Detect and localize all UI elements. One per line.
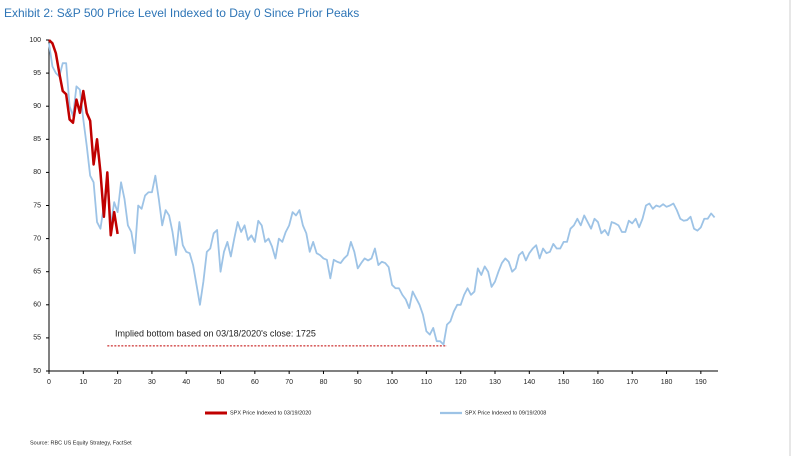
y-tick-label: 50 [33, 368, 41, 375]
x-tick-label: 180 [661, 379, 673, 386]
y-tick-label: 80 [33, 169, 41, 176]
y-tick-label: 60 [33, 302, 41, 309]
legend-label: SPX Price Indexed to 09/19/2008 [465, 410, 546, 416]
source: Source: RBC US Equity Strategy, FactSet [30, 440, 132, 446]
x-tick-label: 170 [626, 379, 638, 386]
x-tick-label: 50 [217, 379, 225, 386]
x-tick-label: 160 [592, 379, 604, 386]
x-tick-label: 10 [79, 379, 87, 386]
x-tick-label: 100 [386, 379, 398, 386]
x-tick-label: 80 [320, 379, 328, 386]
x-tick-label: 120 [455, 379, 467, 386]
x-tick-label: 20 [114, 379, 122, 386]
y-tick-label: 90 [33, 103, 41, 110]
y-tick-label: 85 [33, 136, 41, 143]
y-tick-label: 55 [33, 335, 41, 342]
y-tick-label: 100 [29, 37, 41, 44]
y-tick-label: 95 [33, 70, 41, 77]
x-tick-label: 40 [182, 379, 190, 386]
legend-label: SPX Price Indexed to 03/19/2020 [230, 410, 311, 416]
x-tick-label: 130 [489, 379, 501, 386]
y-tick-label: 75 [33, 202, 41, 209]
x-tick-label: 30 [148, 379, 156, 386]
series-line [48, 43, 716, 346]
x-tick-label: 140 [523, 379, 535, 386]
chart-title: Exhibit 2: S&P 500 Price Level Indexed t… [4, 6, 359, 20]
x-tick-label: 60 [251, 379, 259, 386]
x-tick-label: 110 [421, 379, 432, 386]
x-tick-label: 150 [558, 379, 570, 386]
x-tick-label: 90 [354, 379, 362, 386]
x-tick-label: 0 [47, 379, 51, 386]
y-tick-label: 70 [33, 235, 41, 242]
annotation: Implied bottom based on 03/18/2020's clo… [115, 328, 316, 338]
y-tick-label: 65 [33, 269, 41, 276]
series-line [48, 39, 119, 237]
x-tick-label: 70 [285, 379, 293, 386]
x-tick-label: 190 [695, 379, 707, 386]
